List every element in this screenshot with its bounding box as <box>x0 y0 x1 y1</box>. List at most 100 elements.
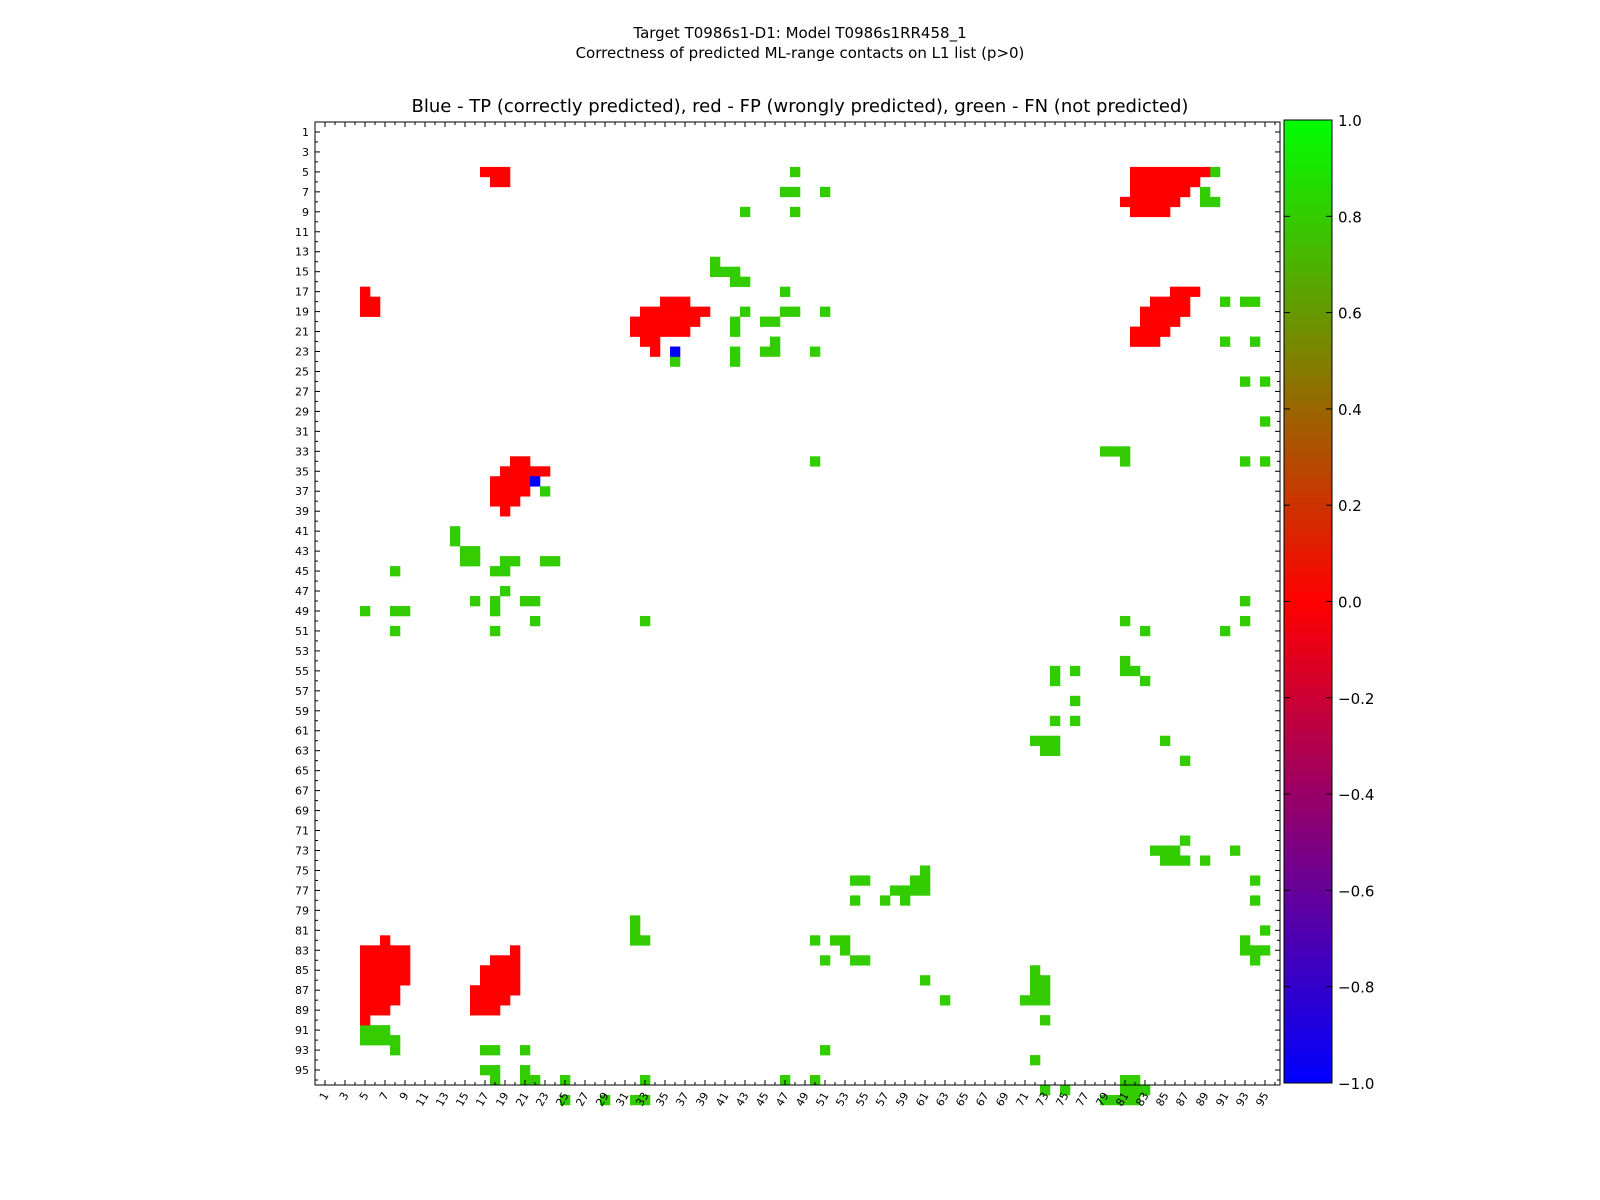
cell-fn <box>390 605 401 617</box>
cell-fn <box>1120 615 1131 627</box>
cell-fn <box>400 605 411 617</box>
cell-fp <box>630 316 641 327</box>
y-tick-label: 53 <box>295 645 309 658</box>
cell-fp <box>510 486 521 497</box>
cell-fn <box>450 526 461 537</box>
y-tick-label: 87 <box>295 984 309 997</box>
x-tick-label: 59 <box>893 1090 911 1109</box>
y-tick-label: 83 <box>295 944 309 957</box>
cell-fn <box>1130 665 1141 677</box>
cell-fp <box>1180 286 1191 297</box>
cell-fp <box>660 306 671 317</box>
cell-fp <box>1180 306 1191 317</box>
cell-fp <box>390 975 401 986</box>
x-tick-label: 13 <box>433 1090 451 1109</box>
colorbar-gradient <box>1283 119 1333 1084</box>
y-tick-label: 15 <box>295 266 309 279</box>
cell-fn <box>1260 416 1271 427</box>
cell-fp <box>1160 306 1171 317</box>
cell-fp <box>660 326 671 337</box>
cell-fn <box>1120 446 1131 457</box>
x-tick-label: 31 <box>613 1090 631 1109</box>
cell-fn <box>1030 995 1041 1006</box>
heatmap-plot-area <box>314 121 1281 1106</box>
cell-fn <box>820 1045 831 1056</box>
cell-fp <box>1170 196 1181 208</box>
cell-fn <box>1180 755 1191 766</box>
x-tick-label: 55 <box>853 1090 871 1109</box>
x-tick-label: 89 <box>1193 1090 1211 1109</box>
y-tick-label: 85 <box>295 964 309 977</box>
y-tick-label: 91 <box>295 1024 309 1037</box>
cell-fp <box>470 1005 481 1016</box>
cell-fp <box>1180 296 1191 307</box>
x-tick-label: 73 <box>1033 1090 1051 1109</box>
cell-fn <box>810 935 821 946</box>
y-tick-label: 65 <box>295 765 309 778</box>
cell-fp <box>1190 166 1201 178</box>
cell-fn <box>1020 995 1031 1006</box>
cell-fn <box>820 955 831 966</box>
x-tick-label: 61 <box>913 1090 931 1109</box>
cell-fn <box>1030 965 1041 976</box>
cell-fn <box>1140 1085 1151 1096</box>
y-tick-label: 77 <box>295 884 309 897</box>
cell-fp <box>380 985 391 996</box>
cell-fp <box>370 965 381 976</box>
cell-fn <box>1120 1094 1131 1106</box>
cell-fp <box>660 316 671 327</box>
cell-fn <box>490 596 501 607</box>
cell-fp <box>490 176 501 188</box>
x-tick-label: 95 <box>1253 1090 1271 1109</box>
x-tick-label: 5 <box>357 1090 372 1103</box>
cell-fn <box>1060 1085 1071 1096</box>
cell-fp <box>370 306 381 317</box>
cell-fp <box>480 985 491 996</box>
x-tick-label: 49 <box>793 1090 811 1109</box>
cell-fn <box>920 865 931 876</box>
cell-fp <box>1140 176 1151 188</box>
x-tick-label: 33 <box>633 1090 651 1109</box>
cell-fn <box>1070 665 1081 677</box>
y-tick-label: 9 <box>302 206 309 219</box>
cell-fn <box>1210 196 1221 208</box>
cell-fn <box>880 895 891 906</box>
cell-fp <box>510 955 521 966</box>
x-tick-label: 93 <box>1233 1090 1251 1109</box>
cell-fp <box>1180 166 1191 178</box>
cell-fp <box>1150 196 1161 208</box>
y-tick-label: 13 <box>295 246 309 259</box>
cell-fp <box>480 995 491 1006</box>
cell-fn <box>740 306 751 317</box>
cell-fp <box>360 1005 371 1016</box>
cell-fp <box>640 316 651 327</box>
cell-fn <box>460 546 471 557</box>
cell-fn <box>850 955 861 966</box>
x-tick-label: 17 <box>473 1090 491 1109</box>
cell-fp <box>500 496 511 507</box>
cell-fp <box>480 975 491 986</box>
cell-fn <box>1210 166 1221 178</box>
cell-fp <box>370 995 381 1006</box>
cell-fn <box>1030 735 1041 747</box>
cell-fp <box>360 306 371 317</box>
cell-fn <box>820 306 831 317</box>
colorbar-tick-label: 1.0 <box>1338 112 1362 130</box>
cell-fp <box>520 486 531 497</box>
x-tick-label: 1 <box>317 1090 332 1103</box>
y-tick-label: 71 <box>295 825 309 838</box>
y-tick-label: 23 <box>295 346 309 359</box>
cell-fp <box>400 945 411 956</box>
x-tick-label: 77 <box>1073 1090 1091 1109</box>
cell-fn <box>1260 376 1271 387</box>
cell-fn <box>790 166 801 178</box>
cell-fn <box>490 1065 501 1076</box>
cell-fp <box>700 306 711 317</box>
cell-fn <box>1050 715 1061 727</box>
cell-fn <box>1170 845 1181 856</box>
cell-fp <box>1130 186 1141 198</box>
cell-fn <box>380 1035 391 1046</box>
x-tick-label: 87 <box>1173 1090 1191 1109</box>
cell-fp <box>380 995 391 1006</box>
cell-fn <box>920 975 931 986</box>
